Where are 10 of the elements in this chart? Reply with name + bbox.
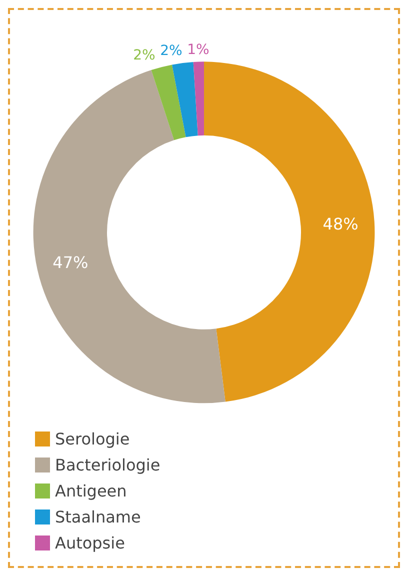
data-label: 2%: [160, 43, 182, 60]
legend-label: Staalname: [55, 508, 141, 526]
data-label: 1%: [187, 42, 210, 58]
legend-label: Bacteriologie: [55, 456, 160, 474]
legend-label: Serologie: [55, 430, 130, 448]
data-label: 48%: [322, 214, 358, 234]
data-label: 2%: [133, 47, 156, 64]
legend-label: Autopsie: [55, 534, 125, 552]
data-label: 47%: [52, 252, 88, 272]
legend-label: Antigeen: [55, 482, 127, 500]
